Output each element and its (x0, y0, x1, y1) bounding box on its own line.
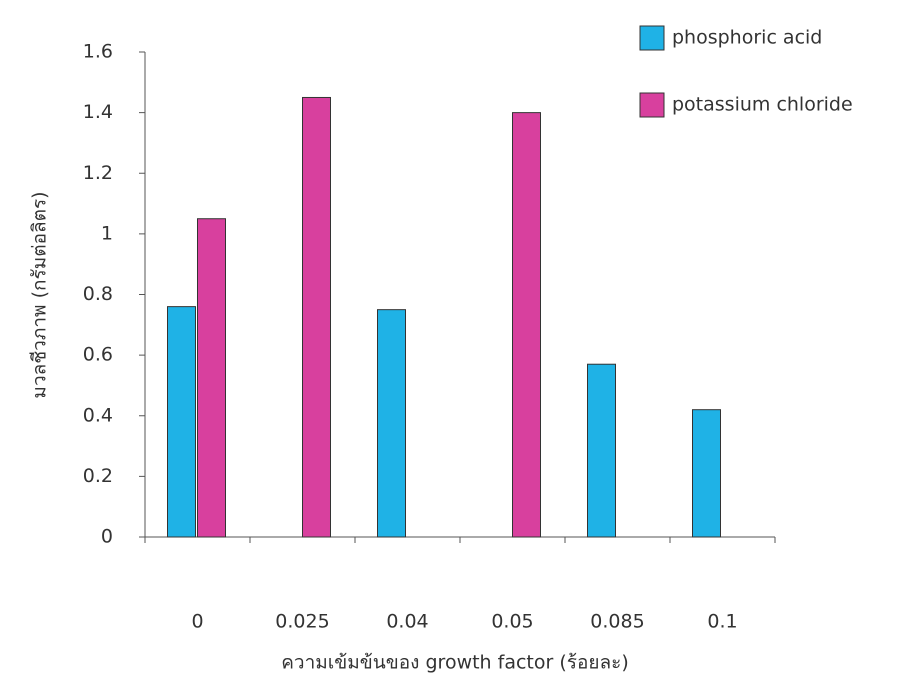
bar (512, 112, 541, 538)
y-tick-label: 1.4 (83, 101, 113, 123)
bar (692, 409, 721, 538)
x-tick-label: 0 (191, 611, 203, 633)
legend-swatch (639, 92, 665, 118)
y-tick-label: 0.2 (83, 465, 113, 487)
x-tick-label: 0.025 (275, 611, 329, 633)
x-axis-label: ความเข้มข้นของ growth factor (ร้อยละ) (281, 652, 629, 674)
bar (167, 306, 196, 538)
bar (587, 363, 616, 538)
y-tick-label: 1 (101, 222, 113, 244)
x-tick-label: 0.05 (491, 611, 533, 633)
y-tick-label: 0.4 (83, 404, 113, 426)
x-tick-label: 0.085 (590, 611, 644, 633)
bar (197, 218, 226, 538)
x-tick-label: 0.04 (386, 611, 428, 633)
legend-label: potassium chloride (672, 94, 853, 116)
x-tick-label: 0.1 (707, 611, 737, 633)
legend-swatch (639, 25, 665, 51)
y-tick-label: 0.6 (83, 344, 113, 366)
legend-label: phosphoric acid (672, 27, 822, 49)
bar (302, 96, 331, 538)
y-tick-label: 0 (101, 526, 113, 548)
y-tick-label: 0.8 (83, 283, 113, 305)
y-tick-label: 1.6 (83, 41, 113, 63)
y-tick-label: 1.2 (83, 162, 113, 184)
bar (377, 309, 406, 538)
y-axis-label: มวลชีวภาพ (กรัมต่อลิตร) (29, 191, 51, 398)
